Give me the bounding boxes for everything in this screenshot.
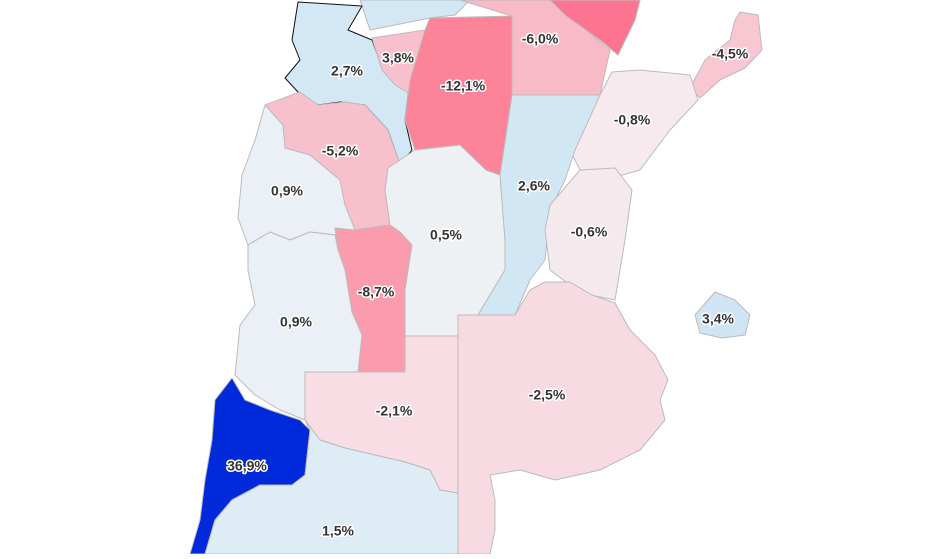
region-label: 36,9% — [227, 458, 267, 474]
region-label: 0,9% — [280, 314, 312, 330]
region-label: 1,5% — [322, 523, 354, 539]
region-label: 3,4% — [702, 311, 734, 327]
region — [477, 94, 601, 316]
region-label: 0,5% — [430, 227, 462, 243]
region — [694, 291, 751, 339]
region-label: -2,1% — [376, 403, 413, 419]
region-label: 2,6% — [518, 178, 550, 194]
region-label: -8,7% — [358, 284, 395, 300]
region-label: -2,5% — [529, 387, 566, 403]
region-label: -6,0% — [522, 31, 559, 47]
region-label: -12,1% — [441, 78, 486, 94]
region-label: 2,7% — [331, 63, 363, 79]
region — [457, 281, 669, 555]
region-label: 0,9% — [271, 183, 303, 199]
region-label: -0,8% — [614, 112, 651, 128]
region — [549, 0, 641, 56]
region-label: -5,2% — [322, 143, 359, 159]
region — [689, 11, 763, 99]
region-label: -4,5% — [712, 46, 749, 62]
region-label: -0,6% — [571, 224, 608, 240]
region-label: 3,8% — [382, 50, 414, 66]
